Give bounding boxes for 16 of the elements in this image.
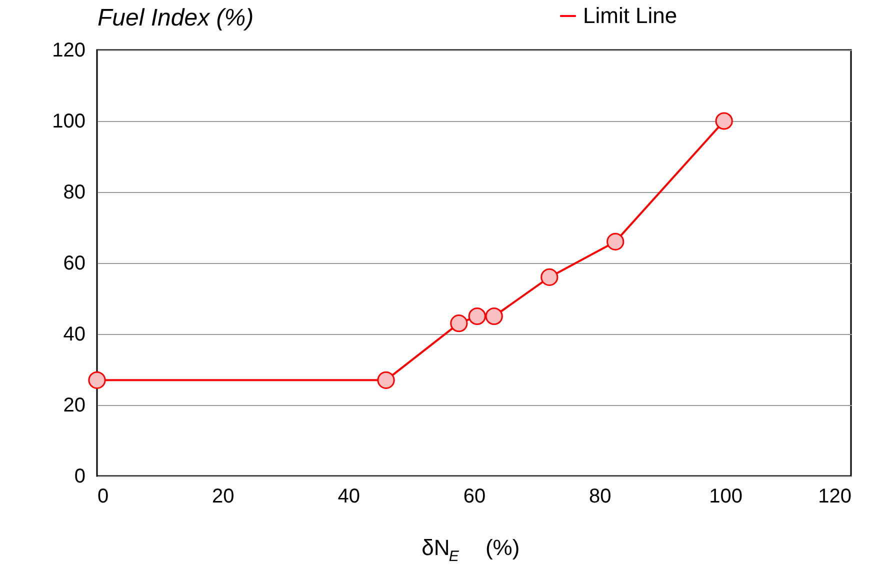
x-tick-label: 0 xyxy=(98,486,109,508)
x-tick-label: 100 xyxy=(709,486,743,508)
x-tick-label: 20 xyxy=(212,486,234,508)
y-tick-label: 0 xyxy=(74,466,86,488)
y-tick-label: 40 xyxy=(63,324,86,346)
y-tick-label: 120 xyxy=(52,40,86,62)
x-tick-label: 60 xyxy=(463,486,486,508)
y-tick-label: 20 xyxy=(63,394,86,416)
x-tick-label: 40 xyxy=(338,486,360,508)
y-tick-label: 60 xyxy=(63,252,86,274)
y-tick-label: 80 xyxy=(63,182,86,204)
legend-label: Limit Line xyxy=(583,3,678,28)
y-axis-title: Fuel Index (%) xyxy=(98,4,254,32)
x-tick-label: 120 xyxy=(818,486,852,508)
y-tick-label: 100 xyxy=(52,110,86,132)
x-tick-label: 80 xyxy=(589,486,612,508)
